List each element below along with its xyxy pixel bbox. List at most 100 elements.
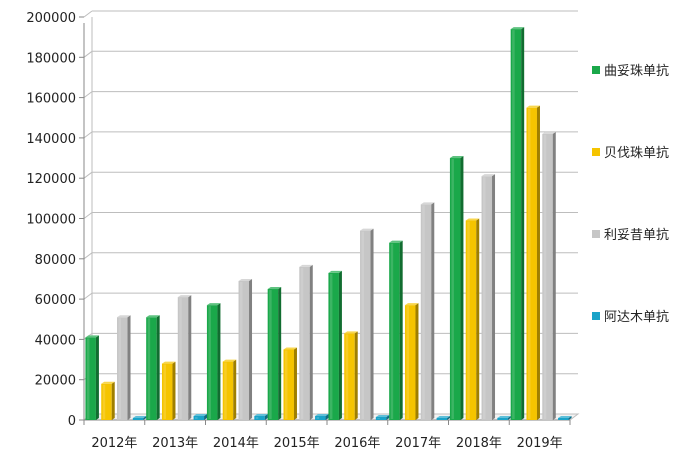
legend-swatch	[592, 230, 600, 238]
bar-side	[399, 240, 403, 420]
bar-side	[204, 413, 208, 420]
bar-highlight	[543, 134, 547, 419]
bar-front	[558, 417, 569, 420]
gridline-depth	[83, 171, 93, 179]
bar-side	[431, 202, 435, 420]
bar-side	[172, 361, 176, 420]
bar-top	[360, 228, 374, 231]
bar-highlight	[269, 290, 272, 419]
bar-top	[161, 361, 176, 364]
bar-side	[492, 174, 496, 420]
bar-front	[315, 415, 326, 420]
legend-label: 贝伐珠单抗	[604, 146, 669, 161]
bar-highlight	[390, 243, 394, 419]
bar-top	[254, 413, 268, 416]
bar-top	[206, 303, 221, 306]
bar-top	[85, 335, 99, 338]
legend-item: 阿达木单抗	[592, 310, 669, 325]
bar-top	[299, 264, 313, 267]
y-tick-label: 80000	[35, 253, 76, 268]
bar	[161, 361, 176, 420]
x-tick-label: 2015年	[274, 436, 320, 451]
bar-highlight	[329, 273, 333, 419]
bar	[117, 315, 131, 420]
y-tick-label: 40000	[35, 333, 76, 348]
bar-side	[476, 218, 480, 420]
bar-highlight	[377, 417, 380, 419]
bar-top	[449, 156, 464, 159]
y-axis-ticks: 0 20000 40000 60000 80000 100000 120000 140000 1…	[26, 11, 84, 429]
bar-side	[460, 156, 464, 421]
bar-front	[161, 363, 173, 420]
bar-side	[156, 315, 160, 420]
bar-side	[415, 303, 419, 420]
bar	[526, 105, 540, 421]
bar	[299, 264, 313, 420]
bar	[510, 27, 525, 421]
bar	[481, 174, 496, 420]
bar-front	[146, 317, 157, 420]
x-tick-label: 2013年	[152, 436, 198, 451]
bar-top	[404, 303, 419, 306]
bar-front	[404, 305, 416, 420]
bar-front	[436, 417, 448, 420]
legend-label: 阿达木单抗	[604, 310, 669, 325]
bar	[558, 415, 572, 420]
bar-front	[526, 107, 537, 421]
bar-side	[309, 264, 313, 420]
bar-highlight	[422, 205, 425, 419]
bar-highlight	[406, 306, 409, 419]
bar-side	[338, 270, 342, 420]
gridline-depth	[83, 50, 93, 58]
bar-highlight	[345, 334, 349, 419]
bar-top	[146, 315, 160, 318]
bar-top	[558, 415, 572, 418]
bar	[193, 413, 208, 420]
bar-top	[117, 315, 131, 318]
bar-highlight	[147, 318, 151, 419]
legend-label: 曲妥珠单抗	[604, 64, 669, 79]
y-tick-label: 140000	[26, 132, 76, 147]
bar	[283, 347, 297, 420]
x-tick-label: 2019年	[517, 436, 563, 451]
x-tick-label: 2017年	[395, 436, 441, 451]
bar-front	[299, 266, 310, 420]
bar-top	[375, 414, 390, 417]
bar	[375, 414, 390, 420]
bar-highlight	[118, 318, 122, 419]
gridline-depth	[83, 252, 93, 260]
bar-front	[510, 29, 522, 421]
bar-top	[510, 27, 525, 30]
bar-front	[389, 242, 400, 420]
bar	[465, 218, 480, 420]
bar-front	[542, 133, 553, 420]
bar-top	[497, 415, 511, 418]
x-tick-label: 2014年	[213, 436, 259, 451]
bar-front	[420, 204, 432, 420]
legend-swatch	[592, 66, 600, 74]
bar-highlight	[102, 384, 106, 419]
bar-top	[328, 270, 342, 273]
bar-side	[354, 331, 358, 420]
bar-front	[222, 361, 234, 420]
bar-side	[249, 278, 253, 420]
bar	[449, 156, 464, 421]
x-tick-label: 2016年	[334, 436, 380, 451]
bar-front	[85, 337, 96, 420]
bar-side	[521, 27, 525, 421]
bar-side	[325, 413, 329, 420]
bar-side	[568, 415, 572, 420]
bar	[497, 415, 511, 420]
bar-front	[254, 415, 265, 420]
bar-front	[375, 416, 387, 420]
bar-top	[267, 287, 282, 290]
bar-top	[389, 240, 403, 243]
y-tick-label: 100000	[26, 213, 76, 228]
gridline-depth	[83, 10, 93, 18]
bar-side	[536, 105, 540, 421]
bar-top	[238, 278, 253, 281]
bar	[328, 270, 342, 420]
